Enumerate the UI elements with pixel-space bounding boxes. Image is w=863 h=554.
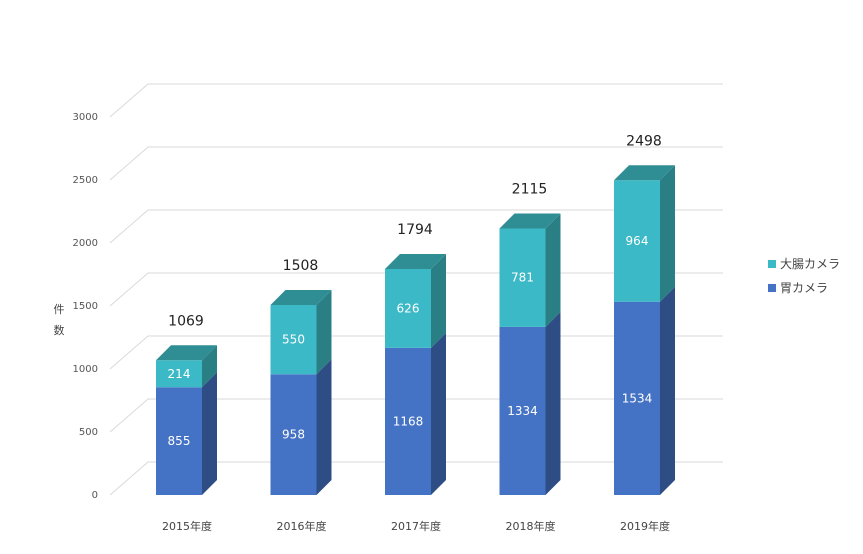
data-label-gastro: 1334 (507, 404, 538, 418)
data-label-colon: 626 (397, 301, 420, 315)
gridline (109, 146, 723, 181)
bar-side-gastro (431, 332, 446, 495)
y-axis-label: 件 数 (54, 303, 65, 337)
bar-side-colon (660, 165, 675, 302)
bar-segment-colon (385, 268, 431, 348)
bar-side-colon (202, 345, 217, 388)
x-tick-label: 2018年度 (506, 519, 556, 533)
y-tick-label: 2500 (73, 175, 98, 186)
gridlines (109, 83, 723, 496)
data-label-colon: 214 (168, 367, 191, 381)
bar-side-gastro (660, 286, 675, 495)
gridline (109, 209, 723, 244)
bar-segment-colon (156, 360, 202, 388)
bar-segment-colon (614, 180, 660, 302)
bar-segment-colon (270, 304, 317, 375)
data-label-colon: 964 (626, 234, 649, 248)
bar-segment-gastro (499, 326, 546, 495)
bar-top (614, 165, 675, 181)
x-tick-label: 2016年度 (277, 519, 327, 533)
x-tick-label: 2015年度 (162, 519, 212, 533)
bar-top (385, 253, 446, 269)
bar-top (270, 289, 332, 305)
data-label-gastro: 855 (168, 434, 191, 448)
total-label: 1069 (168, 313, 204, 329)
bar-segment-gastro (614, 301, 660, 495)
y-tick-label: 0 (92, 490, 98, 501)
gridline (109, 83, 723, 118)
legend-swatch (768, 284, 776, 292)
total-label: 1794 (397, 222, 433, 238)
total-label: 2115 (512, 182, 548, 198)
bar-side-colon (545, 213, 561, 327)
y-tick-label: 1500 (73, 301, 98, 312)
y-axis-label-char-1: 件 (54, 303, 65, 316)
y-tick-label: 3000 (73, 112, 98, 123)
y-tick-label: 500 (79, 427, 98, 438)
bar-segment-gastro (270, 374, 317, 495)
bar-side-gastro (545, 311, 561, 495)
bar-top (156, 345, 217, 361)
y-tick-label: 2000 (73, 238, 98, 249)
bar-top (499, 213, 561, 229)
bar-segment-colon (499, 228, 546, 327)
data-label-gastro: 1534 (622, 391, 653, 405)
bar-segment-gastro (385, 347, 431, 495)
total-label: 1508 (283, 258, 319, 274)
bar-side-gastro (316, 359, 332, 495)
y-axis-ticks: 0 500 1000 1500 2000 2500 3000 (73, 112, 98, 501)
total-label: 2498 (626, 133, 662, 149)
y-axis-label-char-2: 数 (54, 324, 65, 337)
x-tick-label: 2017年度 (391, 519, 441, 533)
data-label-gastro: 958 (282, 428, 305, 442)
y-tick-label: 1000 (73, 364, 98, 375)
bar-side-colon (316, 289, 332, 375)
bar-segment-gastro (156, 387, 202, 495)
legend-label: 大腸カメラ (780, 257, 840, 271)
bar-side-colon (431, 253, 446, 348)
x-axis-ticks: 2015年度 2016年度 2017年度 2018年度 2019年度 (162, 519, 670, 533)
x-tick-label: 2019年度 (620, 519, 670, 533)
bars: 855 214 1069 958 550 1508 1168 626 1794 1334 781 21… (156, 133, 675, 495)
data-label-colon: 781 (511, 271, 534, 285)
legend-label: 胃カメラ (780, 281, 828, 295)
legend-swatch (768, 260, 776, 268)
bar-side-gastro (202, 372, 217, 495)
data-label-gastro: 1168 (393, 414, 424, 428)
data-label-colon: 550 (282, 333, 305, 347)
